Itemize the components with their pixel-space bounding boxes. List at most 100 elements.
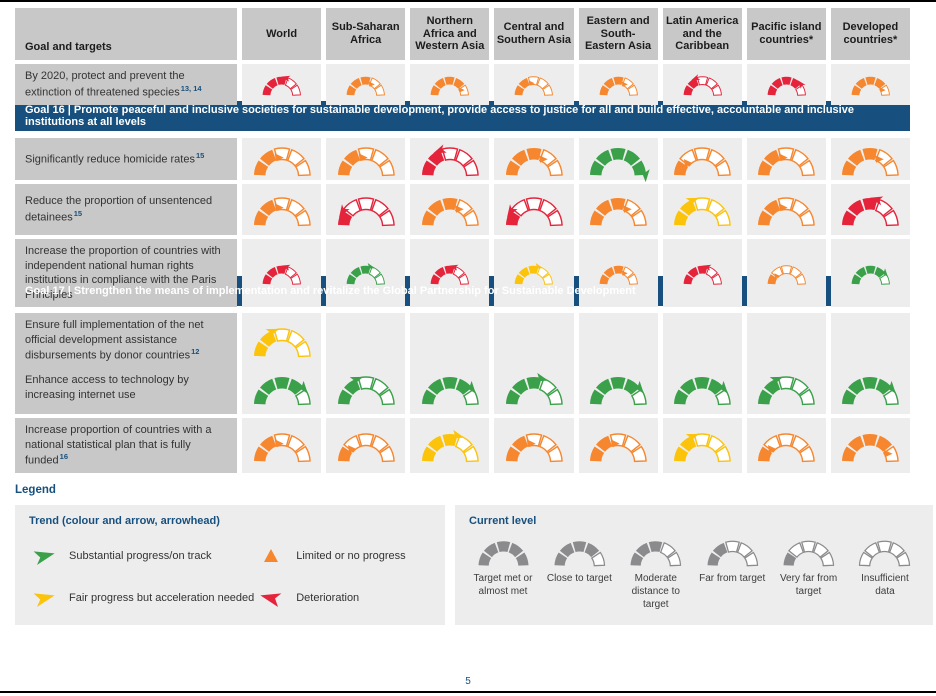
target-label: Enhance access to technology by increasi… [15,362,237,414]
gauge-cell [326,184,406,235]
gauge-cell [494,184,574,235]
target-row: Significantly reduce homicide rates15 [15,138,910,182]
trend-legend-item: Fair progress but acceleration needed [29,589,256,607]
trend-arrow-icon [640,168,650,182]
progress-gauge [262,264,301,285]
progress-gauge [758,146,816,176]
progress-gauge [337,375,395,405]
progress-gauge [842,196,900,227]
gauge-cell [746,138,826,180]
trend-legend-label: Substantial progress/on track [69,550,212,562]
gauge-cell [578,418,658,474]
column-header: Developed countries* [830,8,910,60]
trend-arrow-icon [880,267,888,277]
progress-gauge [253,328,311,358]
trend-arrow-icon [296,380,308,394]
footnote-superscript: 15 [73,208,83,218]
trend-arrowhead-icon [274,152,284,161]
level-legend-label: Insufficient data [861,573,909,597]
progress-gauge [253,197,311,227]
gauge-cell [662,184,742,235]
footnote-superscript: 12 [191,347,200,357]
progress-gauge [767,264,806,285]
trend-arrowhead-icon [529,80,536,86]
trend-arrowhead-icon [774,272,781,278]
progress-gauge [599,265,638,285]
level-legend-item: Far from target [698,535,766,611]
trend-legend-label: Limited or no progress [296,550,406,562]
target-label: Significantly reduce homicide rates15 [15,138,237,180]
trend-arrowhead-icon [621,270,628,276]
progress-gauge [262,75,301,96]
progress-gauge [430,76,470,96]
trend-arrow-icon [685,197,700,207]
corner-header: Goal and targets [15,8,237,60]
gauge-cell [578,64,658,105]
trend-arrow-icon [770,376,784,385]
trend-legend-panel: Trend (colour and arrow, arrowhead) Subs… [15,505,445,625]
progress-gauge [253,376,311,405]
gauge-cell [242,418,322,474]
page-number: 5 [465,676,471,687]
progress-gauge [346,262,386,285]
trend-arrow-icon [506,204,518,218]
trend-arrowhead-icon [879,87,886,93]
trend-arrowhead-icon [347,445,357,453]
gauge-cell [494,362,574,414]
progress-gauge [758,433,816,463]
progress-gauge [707,540,758,567]
trend-arrow-icon [366,262,376,269]
current-level-legend-panel: Current level Target met or almost met Cl… [455,505,933,625]
progress-gauge [590,198,647,227]
gauge-cell [662,362,742,414]
column-header: Pacific island countries* [746,8,826,60]
gauge-cell [242,138,322,180]
progress-gauge [599,76,638,96]
green-trend-icon [33,551,55,565]
progress-gauge [337,433,395,463]
gauge-cell [494,138,574,180]
progress-gauge [758,375,816,405]
trend-arrowhead-icon [621,81,628,87]
trend-arrow-icon [449,264,459,271]
progress-gauge [337,146,395,176]
level-legend-label: Very far from target [779,573,838,597]
empty-cell [410,313,490,369]
progress-gauge [590,433,647,463]
gauge-cell [326,64,406,105]
trend-arrowhead-icon [274,439,284,448]
gauge-cell [242,362,322,414]
target-row: Reduce the proportion of unsentenced det… [15,184,910,235]
progress-gauge [505,433,563,463]
progress-table: Goal and targets World Sub-Saharan Africa N… [15,8,910,474]
progress-gauge [842,147,900,176]
trend-arrow-icon [281,75,291,82]
gauge-cell [746,418,826,474]
trend-arrow-icon [464,380,476,394]
gauge-cell [830,362,910,414]
progress-gauge [674,433,731,463]
column-header: Central and Southern Asia [494,8,574,60]
level-legend-label: Far from target [699,573,766,584]
progress-gauge [842,376,900,405]
trend-arrow-icon [702,264,712,271]
trend-arrow-icon [433,143,447,153]
gauge-cell [326,418,406,474]
gauge-cell [242,313,322,369]
progress-gauge [590,147,650,182]
trend-arrow-icon [281,264,291,271]
trend-arrowhead-icon [274,203,284,212]
gauge-cell [578,362,658,414]
trend-arrowhead-icon [610,439,620,448]
level-legend-item: Insufficient data [851,535,919,611]
trend-arrow-icon [797,80,806,89]
gauge-cell [410,362,490,414]
gauge-cell [830,138,910,180]
trend-legend-item: Limited or no progress [256,547,431,565]
level-legend-item: Target met or almost met [469,535,537,611]
progress-gauge [630,541,682,567]
gauge-cell [578,138,658,182]
trend-arrow-icon [450,429,465,439]
trend-arrowhead-icon [526,439,536,448]
